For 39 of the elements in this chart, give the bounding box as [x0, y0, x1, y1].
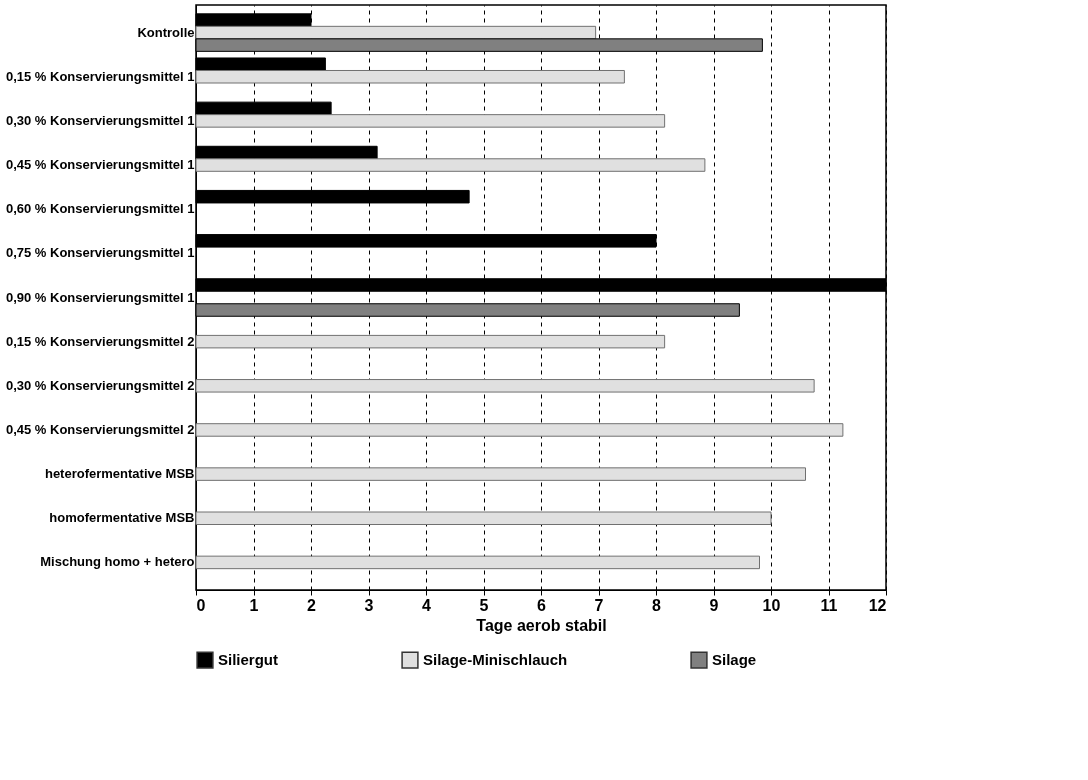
- bar: [195, 69, 625, 84]
- y-tick-label: Mischung homo + hetero: [40, 554, 195, 570]
- x-tick-label: 11: [820, 596, 838, 614]
- x-tick-label: 9: [709, 596, 719, 614]
- bar: [195, 423, 844, 437]
- x-tick-label: 8: [652, 596, 662, 614]
- x-tick-label: 2: [307, 596, 317, 614]
- x-tick-label: 0: [196, 596, 206, 614]
- x-axis-title: Tage aerob stabil: [476, 616, 607, 634]
- y-tick-label: homofermentative MSB: [49, 510, 195, 526]
- y-tick-label: 0,15 % Konservierungsmittel 1: [5, 68, 195, 84]
- y-tick-label: 0,90 % Konservierungsmittel 1: [5, 289, 195, 305]
- x-tick-label: 4: [422, 596, 432, 614]
- y-tick-label: 0,30 % Konservierungsmittel 1: [5, 112, 195, 128]
- bar: [195, 334, 666, 349]
- bar: [195, 467, 806, 481]
- bar: [195, 511, 772, 526]
- x-tick-label: 3: [364, 596, 374, 614]
- bar: [195, 114, 666, 128]
- legend-label: Silage-Minischlauch: [423, 651, 568, 669]
- x-tick-label: 10: [762, 596, 781, 614]
- x-tick-label: 1: [249, 596, 259, 614]
- bar: [195, 158, 706, 172]
- bar: [195, 379, 815, 393]
- y-tick-label: Kontrolle: [137, 24, 195, 40]
- y-tick-label: 0,60 % Konservierungsmittel 1: [5, 201, 195, 217]
- y-tick-label: 0,15 % Konservierungsmittel 2: [5, 333, 195, 349]
- x-tick-label: 5: [479, 596, 489, 614]
- y-tick-label: heterofermentative MSB: [44, 466, 195, 482]
- bar: [195, 555, 760, 570]
- x-tick-label: 12: [868, 596, 887, 614]
- x-tick-label: 6: [537, 596, 547, 614]
- y-tick-label: 0,45 % Konservierungsmittel 1: [5, 157, 195, 173]
- x-tick-label: 7: [594, 596, 604, 614]
- y-tick-label: 0,75 % Konservierungsmittel 1: [5, 245, 195, 261]
- y-tick-label: 0,30 % Konservierungsmittel 2: [5, 377, 195, 393]
- legend-label: Silage: [712, 651, 757, 669]
- legend-label: Siliergut: [218, 651, 279, 669]
- y-tick-label: 0,45 % Konservierungsmittel 2: [5, 421, 195, 437]
